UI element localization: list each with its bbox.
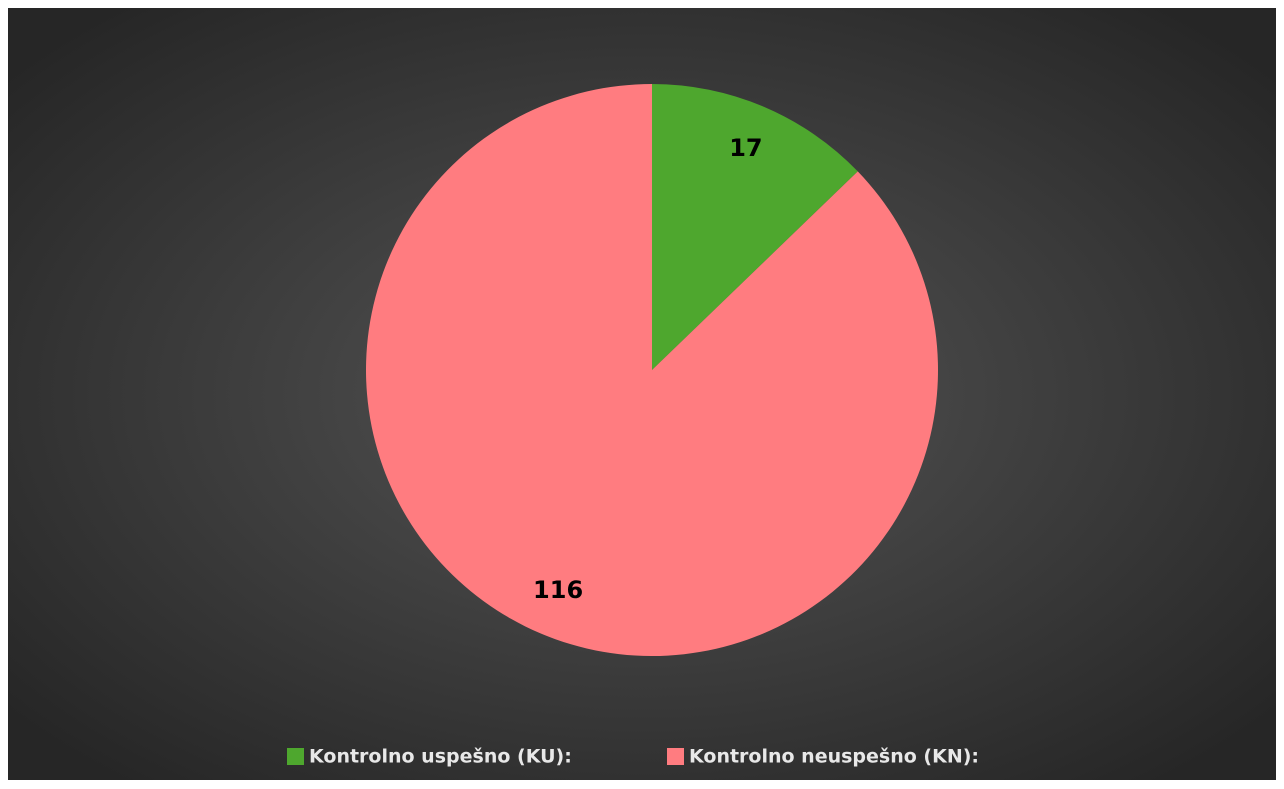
pie-slice [652, 84, 858, 370]
pie-slice [366, 84, 939, 657]
legend-label: Kontrolno uspešno (KU): [309, 746, 572, 768]
legend-swatch [287, 748, 304, 765]
data-label: 17 [729, 134, 762, 162]
data-label: 116 [533, 576, 583, 604]
legend-swatch [667, 748, 684, 765]
legend-label: Kontrolno neuspešno (KN): [689, 746, 979, 768]
